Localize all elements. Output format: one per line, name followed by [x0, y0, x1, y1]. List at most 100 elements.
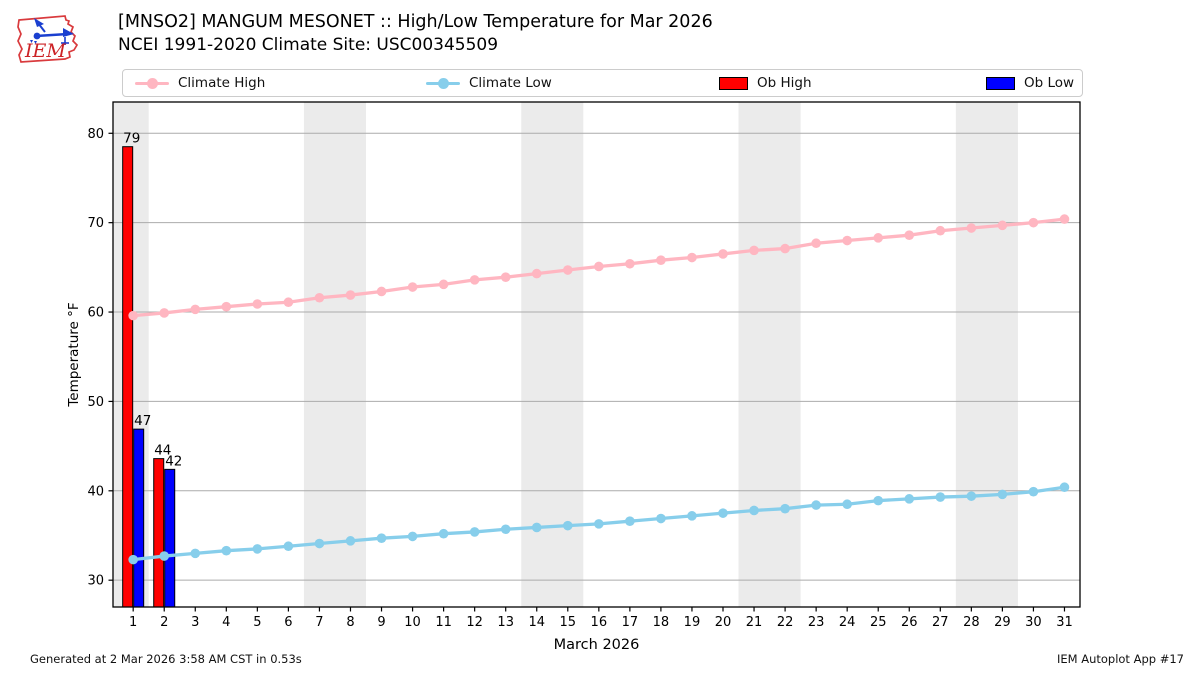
x-tick-label: 16	[591, 615, 608, 630]
x-tick-label: 20	[715, 615, 732, 630]
ob-low-bar	[164, 468, 176, 608]
iowa-outline-icon	[17, 15, 79, 63]
weekend-band	[955, 102, 1018, 607]
x-tick-label: 9	[377, 615, 385, 630]
climate-high-point	[997, 220, 1008, 231]
y-tick-label: 50	[87, 395, 104, 410]
climate-high-point	[749, 245, 759, 256]
climate-high-point	[625, 258, 635, 269]
weather-vane-icon	[30, 18, 74, 45]
climate-high-point	[221, 301, 232, 312]
climate-low-point	[997, 489, 1008, 500]
x-tick-label: 7	[315, 615, 323, 630]
weekend-band	[521, 102, 584, 607]
climate-low-point	[842, 499, 852, 510]
y-tick-label: 70	[87, 216, 104, 231]
chart-subtitle: NCEI 1991-2020 Climate Site: USC00345509	[118, 35, 499, 55]
climate-low-point	[252, 544, 263, 554]
climate-low-point	[407, 531, 418, 542]
legend-label: Ob High	[757, 75, 812, 91]
climate-high-point	[407, 282, 418, 292]
bar-value-label: 79	[123, 131, 140, 147]
climate-high-point	[500, 272, 511, 282]
climate-low-point	[749, 505, 759, 516]
x-tick-label: 8	[346, 615, 354, 630]
legend-entry-ob-high: Ob High	[719, 70, 812, 96]
x-tick-label: 12	[466, 615, 483, 630]
iem-logo: IEM	[17, 15, 79, 63]
climate-low-point	[283, 541, 294, 552]
climate-low-point	[159, 551, 170, 561]
x-tick-label: 15	[560, 615, 577, 630]
legend-label: Climate High	[178, 75, 266, 91]
legend-label: Ob Low	[1024, 75, 1075, 91]
logo-text: IEM	[24, 40, 66, 62]
x-tick-label: 13	[497, 615, 514, 630]
x-tick-label: 3	[191, 615, 199, 630]
climate-low-point	[904, 494, 915, 504]
climate-low-point	[1028, 486, 1039, 497]
climate-high-point	[873, 233, 884, 243]
x-tick-label: 25	[870, 615, 887, 630]
climate-low-point	[687, 511, 697, 521]
x-tick-label: 14	[528, 615, 545, 630]
climate-low-point	[718, 508, 728, 518]
climate-high-point	[531, 268, 542, 279]
bar-value-label: 44	[154, 443, 171, 459]
x-tick-label: 28	[963, 615, 980, 630]
climate-high-point	[190, 304, 201, 315]
climate-low-point	[562, 520, 573, 531]
climate-high-point	[314, 292, 325, 303]
ob-low-bar	[133, 428, 145, 608]
climate-low-point	[656, 513, 666, 524]
x-tick-label: 29	[994, 615, 1011, 630]
x-tick-label: 21	[746, 615, 763, 630]
x-tick-label: 30	[1025, 615, 1042, 630]
climate-low-point	[345, 536, 356, 546]
legend-entry-climate-low: Climate Low	[426, 70, 552, 96]
climate-high-point	[376, 286, 387, 297]
x-tick-label: 18	[653, 615, 670, 630]
legend: Climate High Climate Low Ob High Ob Low	[122, 69, 1083, 97]
x-tick-label: 2	[160, 615, 168, 630]
chart-title: [MNSO2] MANGUM MESONET :: High/Low Tempe…	[118, 12, 713, 32]
x-tick-label: 10	[404, 615, 421, 630]
x-tick-label: 6	[284, 615, 292, 630]
climate-low-point	[873, 495, 884, 506]
climate-high-point	[1028, 217, 1039, 228]
x-tick-label: 26	[901, 615, 918, 630]
climate-high-point	[469, 275, 480, 285]
plot-frame	[112, 101, 1081, 608]
legend-label: Climate Low	[469, 75, 552, 91]
bar-value-label: 42	[165, 453, 182, 469]
climate-low-point	[594, 519, 604, 529]
climate-high-point	[656, 255, 666, 266]
x-tick-label: 23	[808, 615, 825, 630]
climate-high-point	[966, 223, 977, 233]
weekend-band	[738, 102, 801, 607]
bar-value-label: 47	[134, 413, 151, 429]
x-tick-label: 22	[777, 615, 794, 630]
climate-low-point	[811, 500, 821, 510]
climate-high-point	[842, 235, 852, 246]
climate-high-point	[283, 297, 294, 308]
y-tick-label: 30	[87, 574, 104, 589]
x-tick-label: 11	[435, 615, 452, 630]
ob-low-swatch-icon	[986, 76, 1015, 90]
climate-high-point	[687, 252, 697, 263]
climate-high-point	[1059, 214, 1070, 224]
x-tick-label: 24	[839, 615, 856, 630]
climate-low-point	[500, 524, 511, 535]
climate-high-point	[562, 265, 573, 275]
climate-high-point	[780, 243, 790, 254]
climate-low-point	[314, 538, 325, 549]
x-tick-label: 1	[129, 615, 137, 630]
climate-low-point	[469, 527, 480, 537]
climate-low-point	[966, 491, 977, 501]
climate-high-point	[345, 290, 356, 300]
ob-high-bar	[122, 146, 134, 608]
y-tick-label: 80	[87, 127, 104, 142]
climate-low-point	[128, 554, 138, 565]
